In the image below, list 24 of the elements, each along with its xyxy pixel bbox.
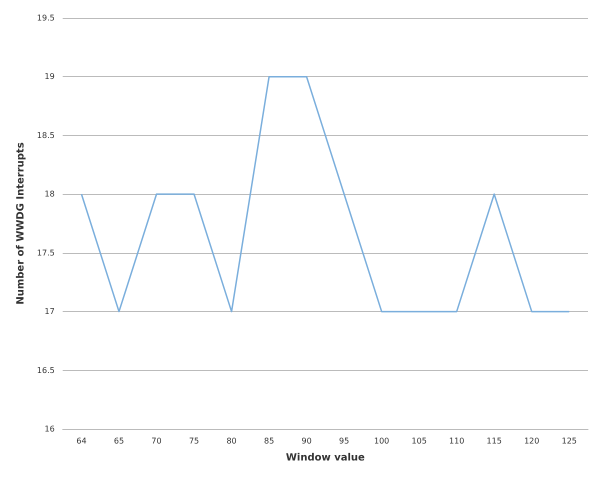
y-tick-label: 16 [44,424,55,434]
x-tick-label: 120 [524,436,540,446]
y-tick-label: 19 [44,72,55,82]
x-tick-label: 100 [374,436,390,446]
x-tick-label: 95 [339,436,350,446]
x-tick-label: 70 [151,436,162,446]
x-tick-label: 125 [562,436,577,446]
y-tick-label: 18 [44,190,55,199]
x-tick-label: 85 [264,436,274,446]
x-tick-label: 105 [412,436,427,446]
y-tick-label: 16.5 [36,366,55,375]
x-tick-label: 90 [302,436,312,446]
x-tick-label: 80 [226,436,237,446]
y-tick-label: 17 [44,307,55,316]
x-axis-title: Window value [286,452,366,464]
x-tick-label: 65 [114,436,124,446]
y-tick-label: 17.5 [36,248,55,258]
x-tick-label: 115 [486,436,502,446]
y-tick-label: 19.5 [36,14,55,22]
y-tick-label: 18.5 [36,130,55,140]
x-tick-label: 110 [449,436,464,446]
x-tick-label: 75 [188,436,200,446]
y-axis-title: Number of WWDG Interrupts [16,142,26,305]
x-tick-label: 64 [76,436,87,446]
